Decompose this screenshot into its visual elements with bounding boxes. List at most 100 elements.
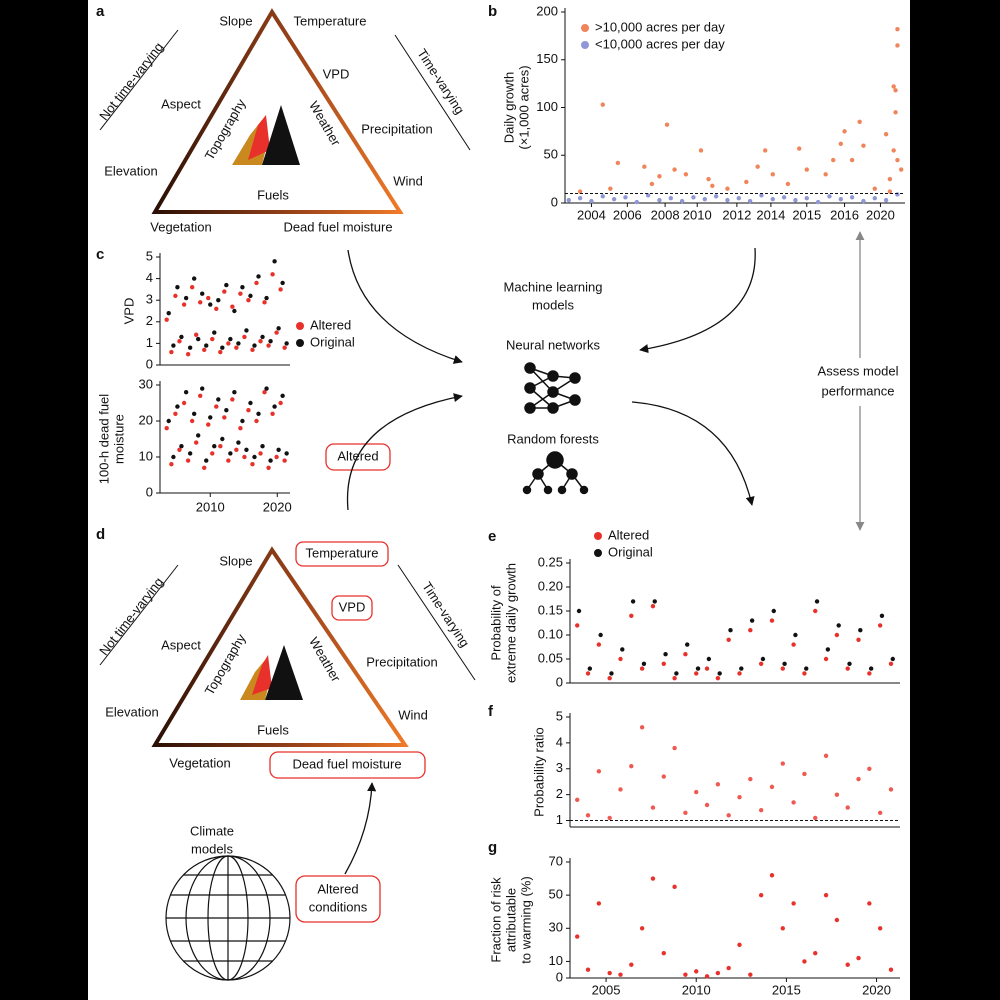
point [748,776,753,782]
point [888,967,894,972]
point [175,285,180,290]
point [802,771,807,777]
y-tick-label: 0.20 [538,578,563,593]
point [802,959,807,964]
point [575,797,580,803]
point [672,676,677,681]
point [663,652,668,657]
point [815,199,821,205]
point [272,259,277,264]
x-tick-label: 2004 [577,207,606,222]
y-axis-label: Daily growth [501,72,516,144]
y-tick-label: 2 [556,786,563,801]
point [629,613,634,618]
panel-label: f [488,703,494,720]
altered-box [269,751,426,779]
point [280,280,285,286]
point [189,285,195,290]
altered-box [331,595,373,621]
point [645,193,651,198]
point [191,411,197,416]
panel-label: b [488,3,497,20]
point [861,198,866,204]
point [868,666,874,671]
point [193,440,199,445]
panel-background [88,0,910,1000]
point [260,444,265,449]
point [214,306,219,312]
point [262,390,267,395]
y-axis-label: extreme daily growth [503,563,518,683]
point [276,447,281,452]
arrow [347,249,463,364]
point [577,189,583,194]
tree-icon [265,645,303,700]
point [758,892,764,898]
point [760,656,766,662]
point [780,761,785,766]
point [254,418,259,424]
point [164,426,169,431]
point [177,447,182,452]
x-tick-label: 2015 [792,207,821,222]
globe-icon [165,855,291,981]
point [883,132,889,137]
point [867,766,872,771]
point [704,666,710,671]
point [888,661,894,666]
x-tick-label: 2016 [830,207,859,222]
point [193,332,199,337]
point [739,666,744,671]
arrow [346,393,463,511]
point [238,426,243,431]
point [240,285,245,290]
point [890,656,895,662]
point [240,418,245,424]
divider [397,564,476,681]
point [834,917,840,923]
point [264,386,269,391]
point [577,196,583,201]
point [849,195,855,200]
point [791,642,796,647]
point [254,280,259,286]
point [208,415,213,420]
point [600,194,605,199]
point [256,411,261,416]
point [238,291,243,296]
point [220,345,225,350]
point [715,782,721,787]
y-axis-label: moisture [111,414,126,464]
label: Precipitation [366,654,438,669]
point [725,186,730,191]
point [282,458,287,463]
label: Elevation [104,163,157,178]
point [596,901,602,906]
altered-box [295,875,381,923]
y-tick-label: 10 [549,953,563,968]
point [747,198,753,204]
point [634,199,639,205]
point [615,160,621,166]
point [744,179,749,185]
point [183,295,189,301]
point [704,974,710,979]
arrow [344,782,377,875]
point [575,623,580,628]
point [679,198,685,204]
point [823,753,829,759]
point [883,197,889,203]
point [858,628,863,633]
point [218,349,223,355]
y-tick-label: 4 [556,734,563,749]
divider [99,564,179,666]
point [770,196,775,202]
point [813,608,818,614]
arrow [631,401,755,506]
point [804,196,809,201]
point [791,800,796,805]
point [728,628,733,633]
point [576,608,582,614]
x-tick-label: 2010 [683,207,712,222]
point [246,408,251,413]
